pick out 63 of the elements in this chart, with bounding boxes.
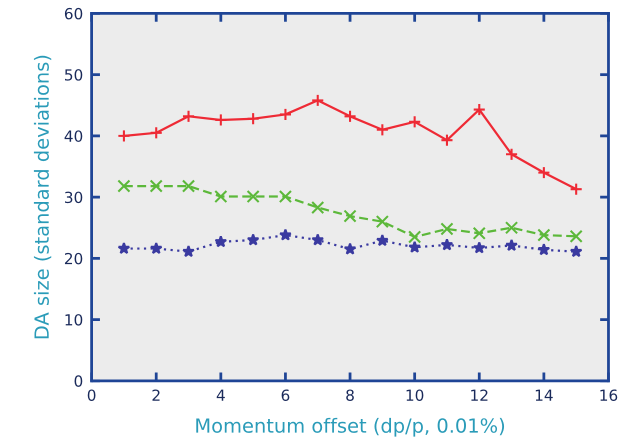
x-axis-title: Momentum offset (dp/p, 0.01%) <box>196 418 504 437</box>
point <box>150 180 163 193</box>
y-tick-label: 60 <box>64 8 82 20</box>
point <box>279 228 292 241</box>
x-tick-label: 4 <box>216 390 225 401</box>
point <box>408 240 421 253</box>
point <box>505 238 518 252</box>
point <box>472 102 486 116</box>
point <box>570 245 582 258</box>
x-tick-label: 2 <box>152 389 160 401</box>
point <box>214 235 228 248</box>
point <box>150 242 163 254</box>
point <box>182 180 196 193</box>
point <box>182 110 196 123</box>
point <box>504 221 518 234</box>
point <box>311 94 324 107</box>
point <box>117 129 131 142</box>
point <box>118 242 130 254</box>
x-tick-label: 10 <box>406 389 424 402</box>
x-tick-label: 0 <box>88 389 96 402</box>
y-tick-label: 20 <box>64 252 82 264</box>
point <box>440 238 454 250</box>
point <box>537 166 550 180</box>
point <box>472 226 486 240</box>
y-tick-label: 30 <box>65 192 82 204</box>
y-axis-title: DA size (standard deviations) <box>34 56 52 338</box>
point <box>344 242 356 255</box>
point <box>278 190 292 204</box>
y-tick-label: 50 <box>65 69 82 81</box>
point <box>408 230 422 244</box>
point <box>343 210 357 223</box>
point <box>472 241 486 254</box>
point <box>343 110 357 123</box>
y-tick-label: 40 <box>64 130 82 142</box>
point <box>246 233 260 246</box>
point <box>150 126 163 140</box>
point <box>538 243 550 256</box>
point <box>311 200 324 214</box>
point <box>214 113 228 127</box>
point <box>311 233 324 246</box>
point <box>246 190 260 204</box>
point <box>214 190 228 204</box>
point <box>376 123 389 136</box>
point <box>117 180 131 193</box>
point <box>182 245 195 258</box>
y-tick-label: 10 <box>66 314 82 326</box>
x-tick-label: 12 <box>471 389 488 401</box>
point <box>376 234 389 246</box>
point <box>537 228 550 242</box>
point <box>278 108 292 122</box>
x-tick-label: 14 <box>536 390 553 401</box>
point <box>504 148 518 161</box>
point <box>440 222 454 236</box>
point <box>408 115 422 128</box>
point <box>246 112 260 126</box>
point <box>376 215 389 228</box>
x-tick-label: 6 <box>282 389 290 402</box>
x-tick-label: 8 <box>346 389 354 402</box>
point <box>440 134 454 147</box>
point <box>570 230 583 243</box>
point <box>570 182 583 196</box>
x-tick-label: 16 <box>600 389 618 402</box>
y-tick-label: 0 <box>74 375 82 387</box>
